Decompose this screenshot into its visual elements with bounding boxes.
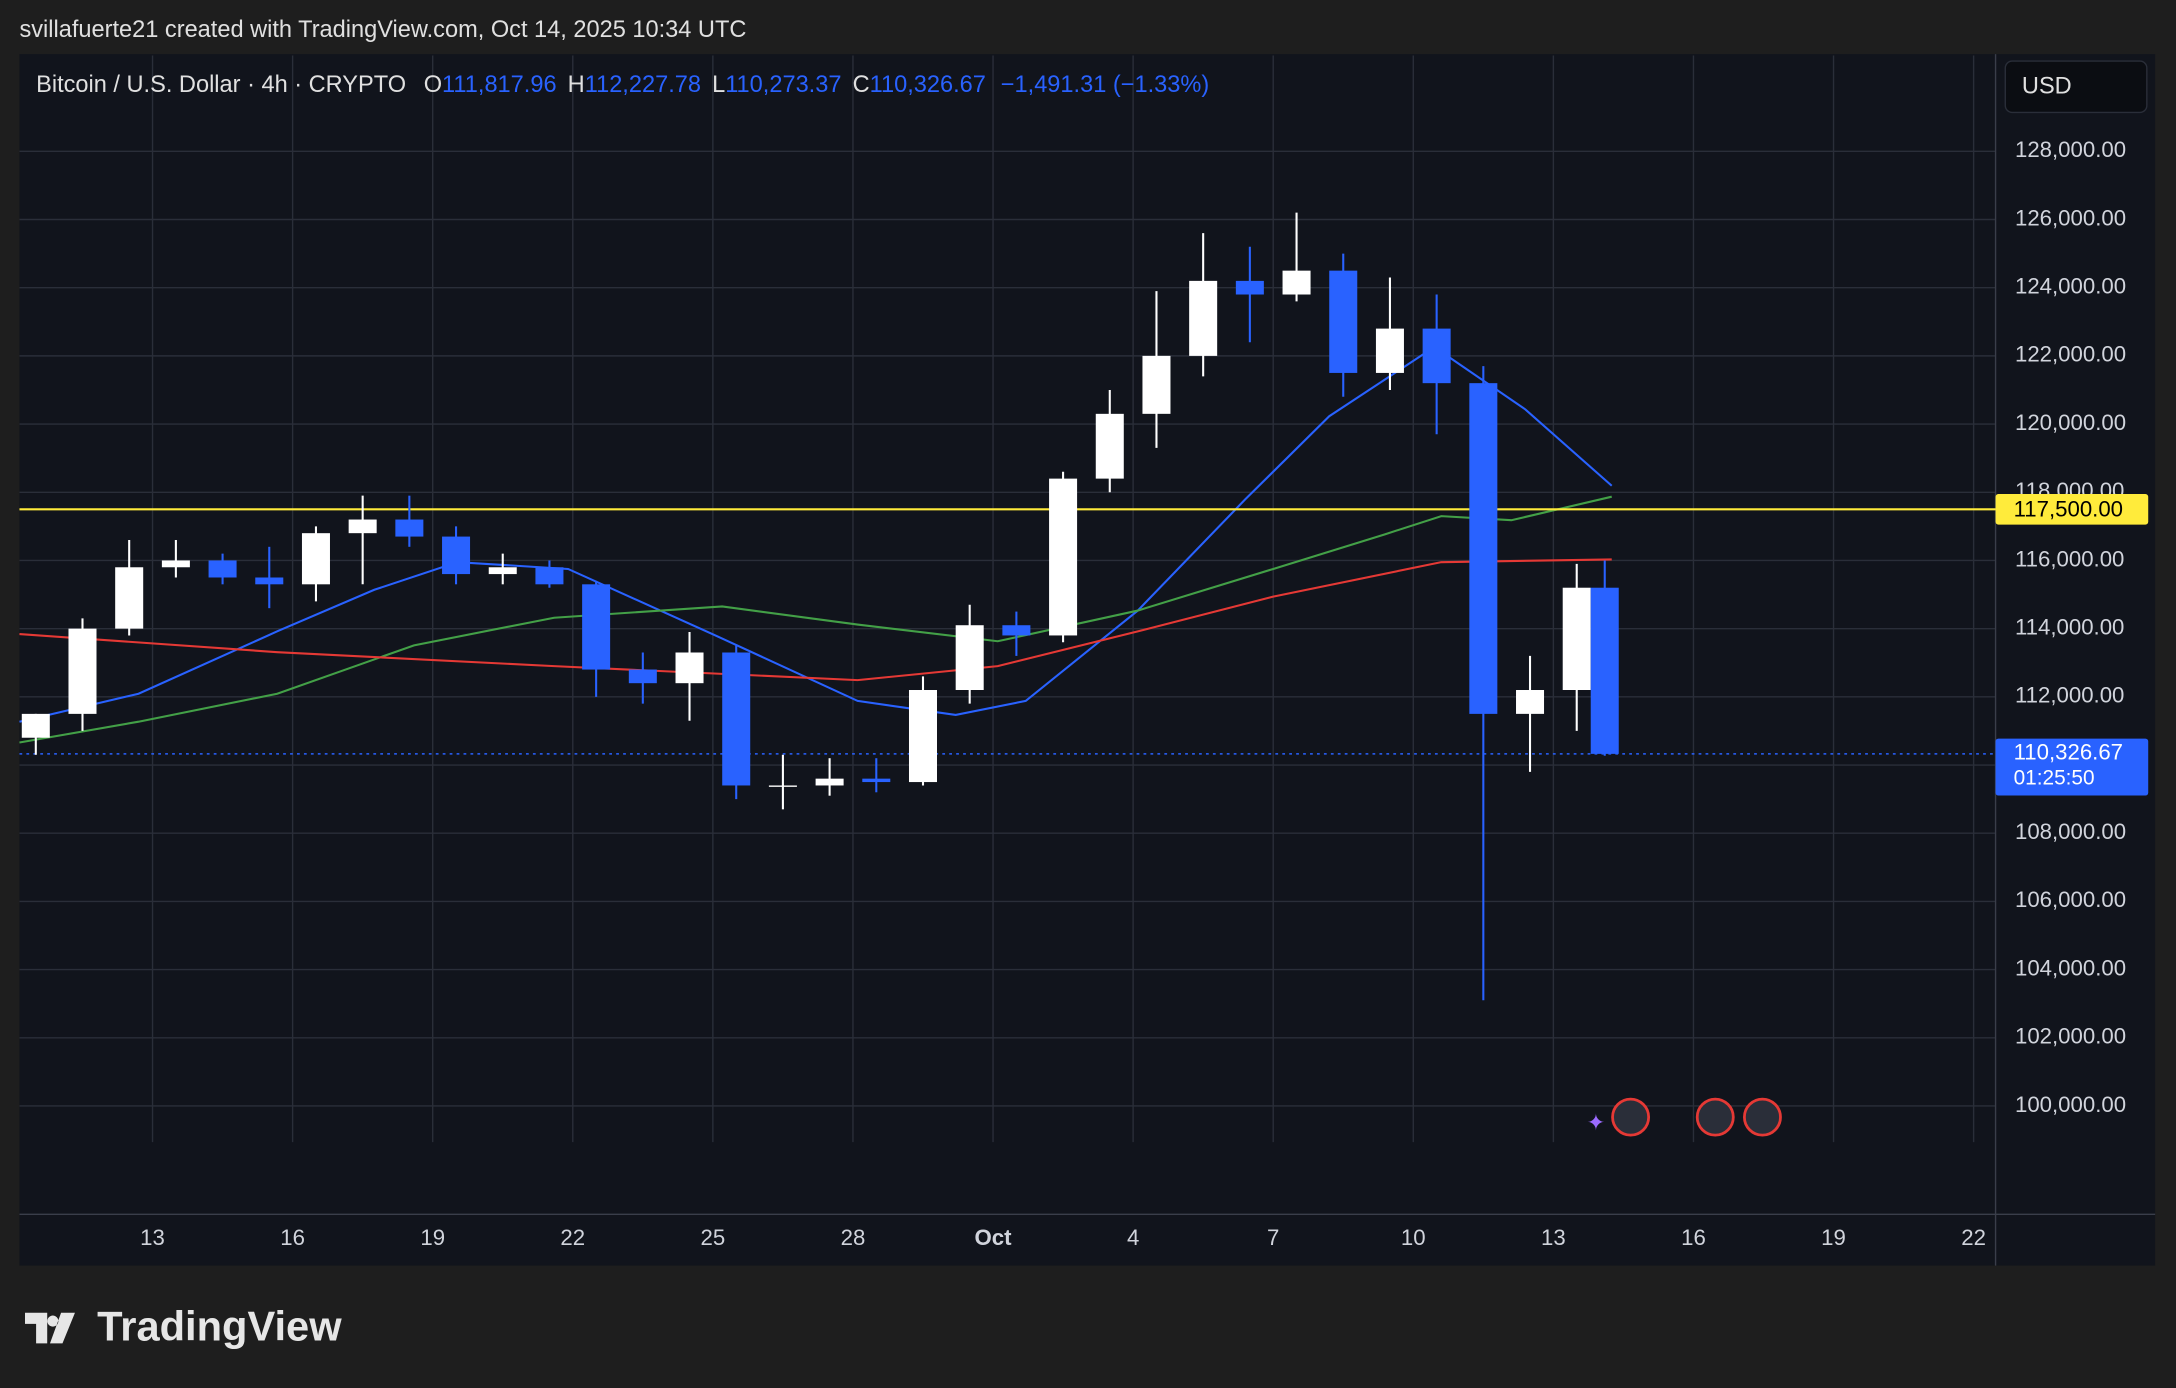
x-tick-label: 25 bbox=[701, 1225, 726, 1250]
candle-body bbox=[675, 652, 704, 684]
candle-body bbox=[348, 519, 377, 534]
candle-body bbox=[1049, 478, 1078, 636]
event-spark: ✦ bbox=[1587, 1110, 1606, 1135]
candle-body bbox=[1282, 270, 1311, 295]
ohlc-value: 110,326.67 bbox=[870, 71, 986, 97]
x-tick-label: 13 bbox=[140, 1225, 165, 1250]
y-tick-label: 114,000.00 bbox=[2015, 614, 2124, 639]
candle-body bbox=[208, 560, 237, 578]
candle-body bbox=[722, 652, 751, 786]
x-tick-label: 4 bbox=[1127, 1225, 1139, 1250]
logo-icon bbox=[25, 1312, 75, 1344]
ohlc-key: H bbox=[568, 71, 585, 97]
x-tick-label: 19 bbox=[1821, 1225, 1846, 1250]
candle-body bbox=[1375, 328, 1404, 373]
y-tick-label: 122,000.00 bbox=[2015, 342, 2126, 367]
candle-body bbox=[768, 785, 797, 787]
level-label: 117,500.00 bbox=[2014, 497, 2123, 522]
y-tick-label: 106,000.00 bbox=[2015, 887, 2126, 912]
candle-body bbox=[255, 577, 284, 585]
y-tick-label: 112,000.00 bbox=[2015, 683, 2124, 708]
candle-body bbox=[1422, 328, 1451, 384]
candle-body bbox=[161, 560, 190, 568]
candle-body bbox=[582, 584, 611, 670]
candle-body bbox=[1189, 280, 1218, 356]
candle-body bbox=[628, 669, 657, 684]
candle-body bbox=[1142, 355, 1171, 414]
x-tick-label: 7 bbox=[1267, 1225, 1279, 1250]
ohlc-key: O bbox=[424, 71, 442, 97]
candle-body bbox=[301, 533, 330, 585]
y-tick-label: 116,000.00 bbox=[2015, 546, 2124, 571]
event-icons: ✦ bbox=[1587, 1097, 1782, 1137]
y-tick-label: 120,000.00 bbox=[2015, 410, 2126, 435]
candle-body bbox=[1562, 587, 1591, 691]
x-tick-label: 10 bbox=[1401, 1225, 1426, 1250]
y-tick-label: 126,000.00 bbox=[2015, 205, 2126, 230]
candle-body bbox=[1516, 690, 1545, 714]
ohlc-key: C bbox=[853, 71, 870, 97]
candle-body bbox=[862, 778, 891, 783]
logo-text: TradingView bbox=[97, 1302, 342, 1349]
x-tick-label: 22 bbox=[1961, 1225, 1986, 1250]
candle-body bbox=[21, 713, 50, 738]
y-tick-label: 108,000.00 bbox=[2015, 819, 2126, 844]
attribution: svillafuerte21 created with TradingView.… bbox=[19, 16, 746, 42]
candle-body bbox=[395, 519, 424, 537]
candle-body bbox=[68, 628, 97, 714]
event-flag[interactable] bbox=[1743, 1097, 1782, 1137]
candle-body bbox=[1235, 280, 1264, 295]
level-tag bbox=[1995, 494, 2149, 525]
currency-button[interactable] bbox=[2004, 60, 2148, 114]
countdown: 01:25:50 bbox=[2014, 766, 2095, 789]
candle-body bbox=[1329, 270, 1358, 373]
y-tick-label: 100,000.00 bbox=[2015, 1092, 2126, 1117]
last-price-tag bbox=[1995, 738, 2149, 796]
moving-average bbox=[19, 558, 1612, 682]
event-flag[interactable] bbox=[1611, 1097, 1651, 1137]
x-tick-label: 28 bbox=[841, 1225, 866, 1250]
candle-body bbox=[1002, 625, 1031, 636]
y-tick-label: 128,000.00 bbox=[2015, 137, 2126, 162]
y-tick-label: 102,000.00 bbox=[2015, 1024, 2126, 1049]
symbol: Bitcoin / U.S. Dollar · 4h · CRYPTO bbox=[36, 71, 406, 97]
x-tick-label: 22 bbox=[560, 1225, 585, 1250]
legend: Bitcoin / U.S. Dollar · 4h · CRYPTO O111… bbox=[36, 71, 1209, 97]
candle-body bbox=[1590, 587, 1619, 754]
chart-bg bbox=[19, 54, 2156, 1266]
ohlc-value: 111,817.96 bbox=[442, 71, 557, 97]
y-tick-label: 124,000.00 bbox=[2015, 274, 2126, 299]
moving-average bbox=[19, 345, 1613, 723]
moving-average bbox=[19, 495, 1612, 744]
logo: TradingView bbox=[25, 1302, 342, 1349]
candle-body bbox=[1095, 413, 1124, 479]
ohlc-value: 110,273.37 bbox=[725, 71, 841, 97]
x-tick-label: 16 bbox=[1681, 1225, 1706, 1250]
x-tick-label: Oct bbox=[975, 1225, 1013, 1250]
x-tick-label: 19 bbox=[420, 1225, 445, 1250]
ohlc-key: L bbox=[712, 71, 725, 97]
event-flag[interactable] bbox=[1695, 1097, 1735, 1137]
y-tick-label: 104,000.00 bbox=[2015, 955, 2126, 980]
candle-body bbox=[908, 690, 938, 783]
candle-body bbox=[955, 625, 984, 691]
candle-body bbox=[442, 536, 471, 575]
change: −1,491.31 (−1.33%) bbox=[1001, 71, 1209, 97]
candle-body bbox=[535, 567, 564, 585]
candle-body bbox=[115, 567, 144, 629]
x-tick-label: 16 bbox=[280, 1225, 305, 1250]
ohlc-value: 112,227.78 bbox=[585, 71, 701, 97]
candle-body bbox=[488, 567, 517, 575]
candle-body bbox=[1469, 383, 1498, 714]
plot bbox=[19, 212, 1996, 1001]
currency[interactable]: USD bbox=[2022, 73, 2072, 99]
candle-body bbox=[815, 778, 844, 786]
last-price-label: 110,326.67 bbox=[2014, 740, 2123, 765]
grid bbox=[19, 55, 1996, 1143]
x-tick-label: 13 bbox=[1541, 1225, 1566, 1250]
